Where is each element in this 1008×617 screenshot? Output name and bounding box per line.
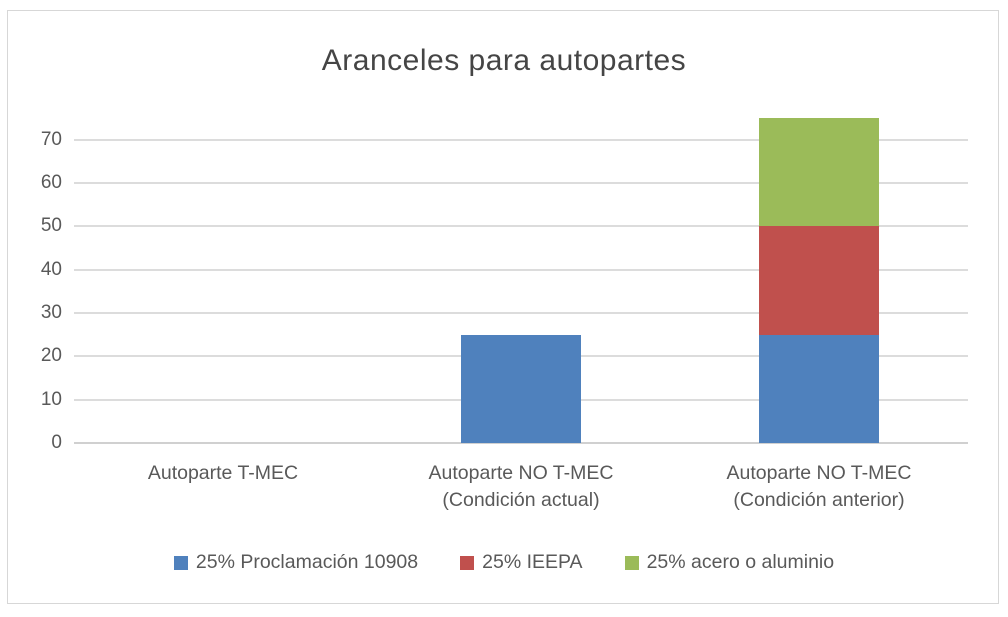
legend-item: 25% Proclamación 10908 <box>173 551 419 574</box>
x-category-label-line: Autoparte NO T-MEC <box>428 462 614 484</box>
gridline <box>74 138 968 141</box>
x-category-label: Autoparte T-MEC <box>74 460 372 514</box>
legend-label: 25% Proclamación 10908 <box>195 551 419 573</box>
bar-category-2 <box>759 118 879 443</box>
legend-swatch-icon <box>624 555 639 570</box>
legend-item: 25% IEEPA <box>460 551 583 574</box>
bar-segment-series-2 <box>759 118 879 227</box>
x-axis: Autoparte T-MEC Autoparte NO T-MEC (Condic… <box>74 460 968 514</box>
y-tick-label: 30 <box>40 302 62 323</box>
x-category-label: Autoparte NO T-MEC (Condición anterior) <box>670 460 968 514</box>
legend-swatch-icon <box>460 555 475 570</box>
gridline <box>74 312 968 314</box>
x-axis-line <box>74 442 968 444</box>
gridline <box>74 225 968 228</box>
y-tick-label: 10 <box>40 388 62 410</box>
legend-label: 25% IEEPA <box>482 551 583 573</box>
y-tick-label: 60 <box>40 172 62 193</box>
x-category-label-line: Autoparte NO T-MEC <box>726 462 912 484</box>
chart-border <box>7 10 999 604</box>
plot-area <box>74 118 968 444</box>
x-category-label: Autoparte NO T-MEC (Condición actual) <box>372 460 670 514</box>
legend: 25% Proclamación 10908 25% IEEPA 25% acero… <box>0 551 1008 574</box>
legend-swatch-icon <box>173 555 188 570</box>
y-tick-label: 70 <box>40 128 62 150</box>
legend-label: 25% acero o aluminio <box>646 551 835 573</box>
gridline <box>74 182 968 184</box>
bar-segment-series-0 <box>759 334 879 443</box>
x-category-label-line: (Condición anterior) <box>733 489 905 511</box>
y-tick-label: 0 <box>51 432 62 453</box>
bar-segment-series-1 <box>759 226 879 335</box>
x-category-label-line: Autoparte T-MEC <box>147 462 299 484</box>
bar-segment-series-0 <box>461 334 581 443</box>
gridline <box>74 268 968 271</box>
y-tick-label: 40 <box>40 258 62 280</box>
x-category-label-line: (Condición actual) <box>442 489 600 511</box>
legend-item: 25% acero o aluminio <box>624 551 835 574</box>
bar-category-1 <box>461 334 581 443</box>
chart-title: Aranceles para autopartes <box>321 44 687 77</box>
y-tick-label: 20 <box>40 345 62 367</box>
y-tick-label: 50 <box>40 215 62 237</box>
